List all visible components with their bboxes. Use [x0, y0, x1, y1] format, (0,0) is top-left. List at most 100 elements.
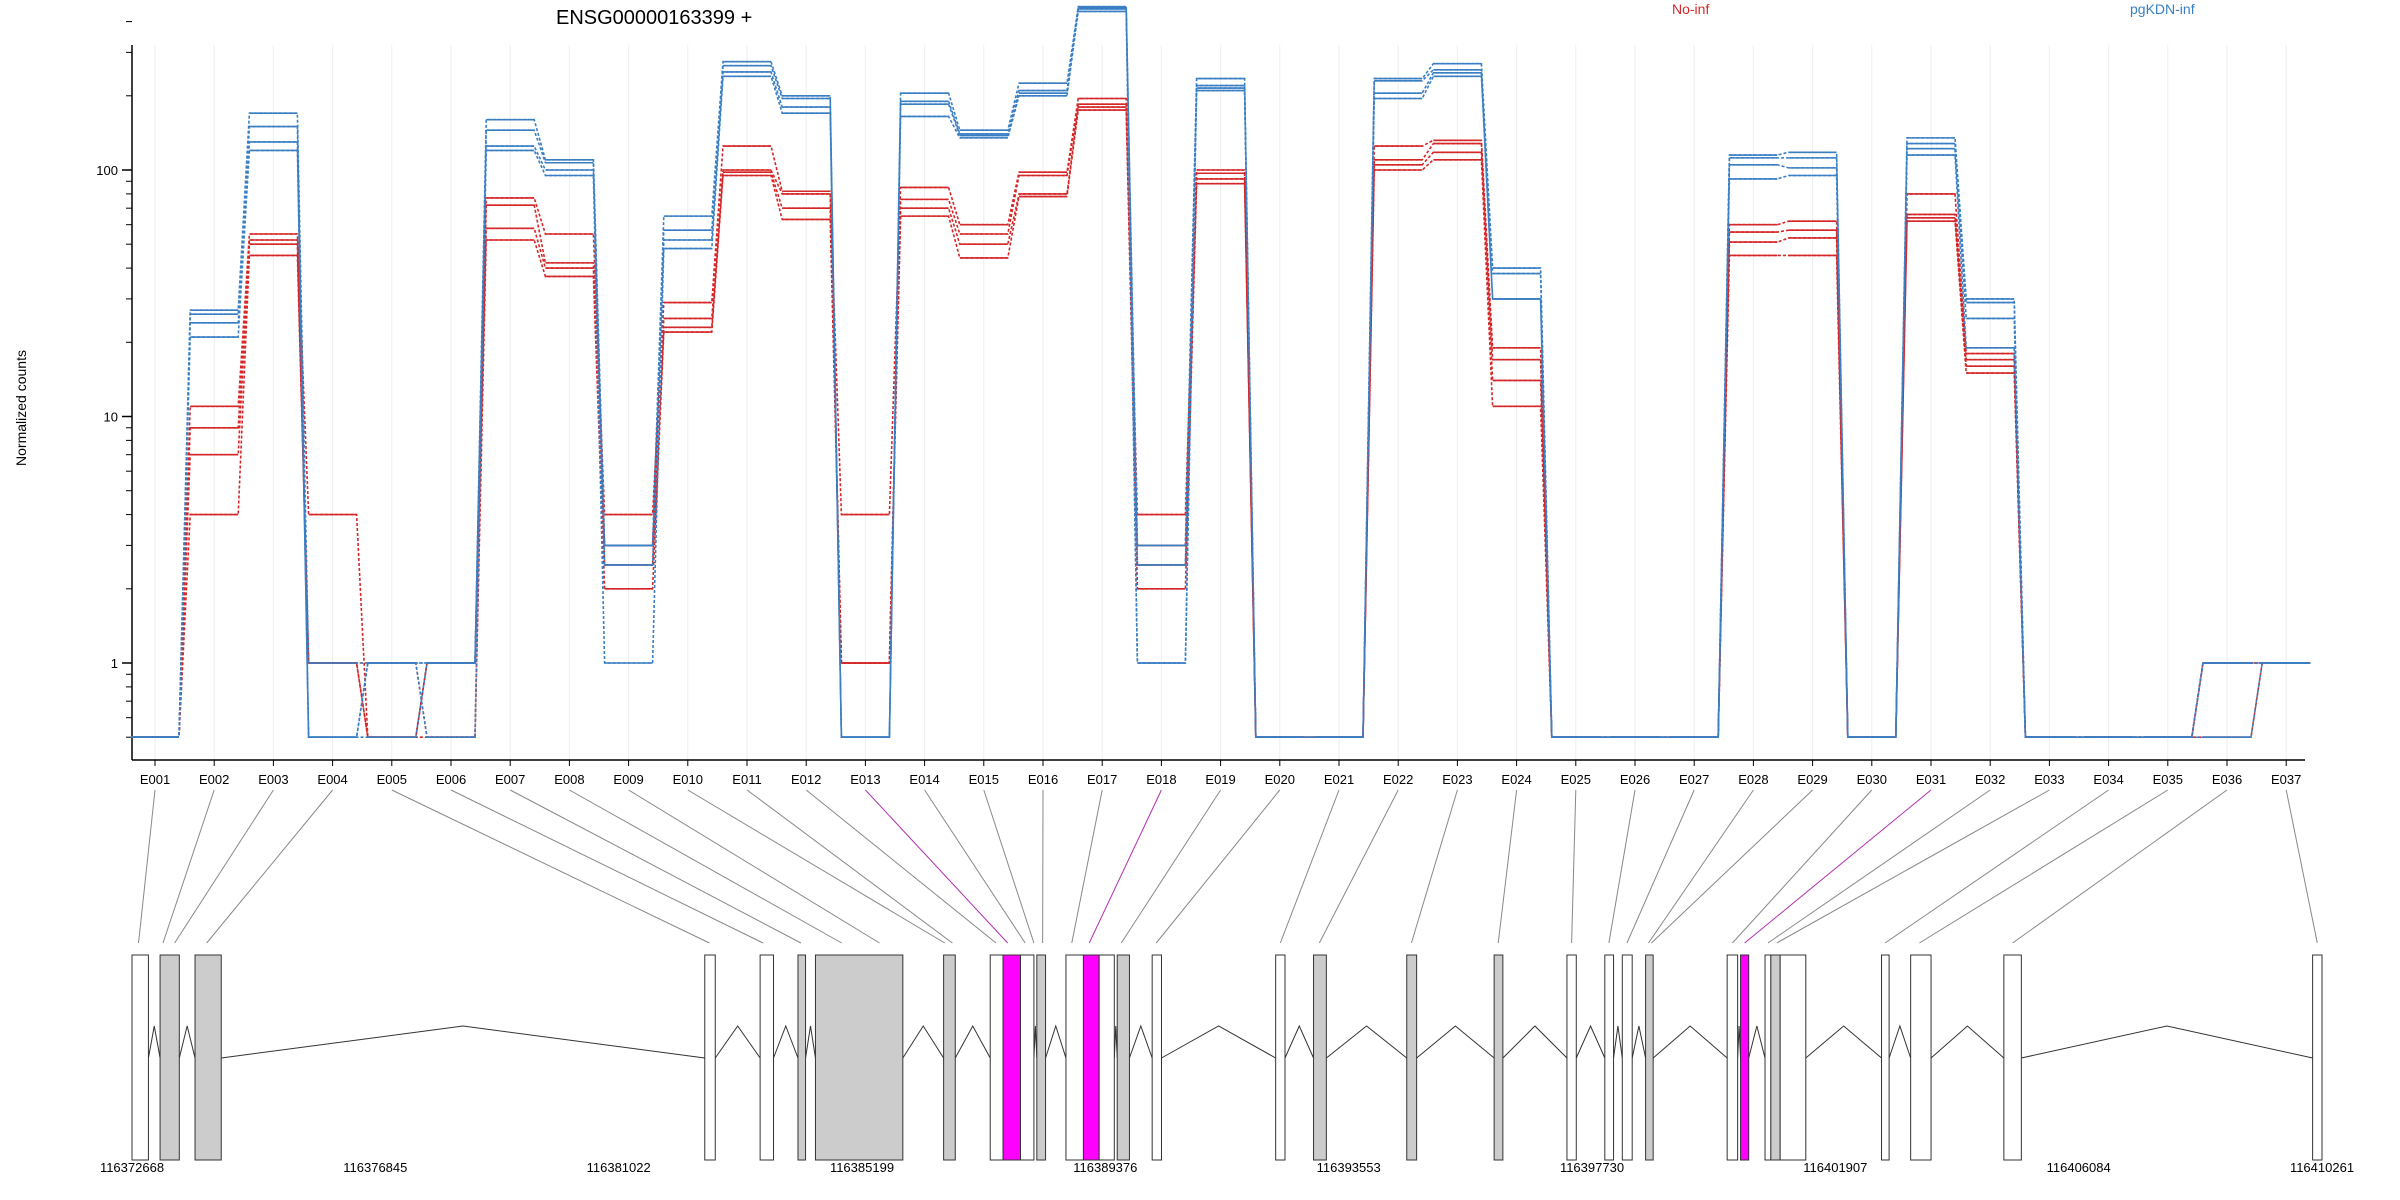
connector-e002 — [162, 789, 215, 944]
connector-e030 — [1732, 789, 1873, 944]
exon-box — [1098, 954, 1115, 1161]
exon-box — [1406, 954, 1418, 1161]
exon-box — [943, 954, 956, 1161]
intron — [1930, 1025, 2005, 1059]
genomic-coordinate-label: 116385199 — [830, 1160, 894, 1175]
x-tick-label-e017: E017 — [1087, 772, 1117, 787]
intron — [805, 1025, 816, 1059]
axes — [131, 45, 2305, 761]
genomic-coordinate-label: 116381022 — [587, 1160, 651, 1175]
exon-box — [1604, 954, 1615, 1161]
x-tick-label-e002: E002 — [199, 772, 229, 787]
intron — [221, 1025, 705, 1059]
y-tick-label: 10 — [104, 410, 118, 425]
connector-e019 — [1120, 789, 1222, 944]
x-tick-label-e016: E016 — [1028, 772, 1058, 787]
connector-e036 — [2012, 789, 2228, 944]
x-tick-label-e027: E027 — [1679, 772, 1709, 787]
exon-box — [1740, 954, 1750, 1161]
connector-e031 — [1744, 789, 1932, 944]
x-tick-label-e024: E024 — [1501, 772, 1531, 787]
x-tick-label-e018: E018 — [1146, 772, 1176, 787]
exon-box — [1002, 954, 1022, 1161]
legend-no-inf: No-inf — [1672, 1, 1709, 17]
exon-box — [1621, 954, 1633, 1161]
x-tick-label-e007: E007 — [495, 772, 525, 787]
x-tick-label-e029: E029 — [1797, 772, 1827, 787]
connector-e014 — [924, 789, 1026, 944]
exon-box — [1770, 954, 1781, 1161]
intron — [1652, 1025, 1728, 1059]
connector-e005 — [391, 789, 710, 944]
x-tick-label-e031: E031 — [1916, 772, 1946, 787]
x-tick-label-e020: E020 — [1265, 772, 1295, 787]
x-tick-label-e022: E022 — [1383, 772, 1413, 787]
x-tick-label-e003: E003 — [258, 772, 288, 787]
exon-box — [704, 954, 716, 1161]
intron — [1045, 1024, 1067, 1059]
connector-e015 — [983, 789, 1035, 944]
x-tick-label-e012: E012 — [791, 772, 821, 787]
x-tick-label-e030: E030 — [1857, 772, 1887, 787]
intron — [1502, 1025, 1568, 1059]
x-tick-label-e025: E025 — [1561, 772, 1591, 787]
exon-box — [797, 954, 807, 1161]
exon-box — [1726, 954, 1739, 1161]
intron — [1888, 1024, 1912, 1059]
connector-e001 — [138, 789, 156, 944]
exon-box — [194, 954, 222, 1161]
exon-box — [159, 954, 180, 1161]
connector-e024 — [1497, 789, 1518, 944]
exon-box — [814, 954, 904, 1161]
genomic-coordinate-label: 116397730 — [1560, 1160, 1624, 1175]
genomic-coordinate-label: 116406084 — [2047, 1160, 2111, 1175]
exon-connector-lines — [138, 789, 2318, 944]
x-tick-label-e034: E034 — [2093, 772, 2123, 787]
x-tick-label-e032: E032 — [1975, 772, 2005, 787]
x-tick-label-e026: E026 — [1620, 772, 1650, 787]
x-tick-label-e008: E008 — [554, 772, 584, 787]
genomic-coordinate-label: 116410261 — [2290, 1160, 2354, 1175]
exon-box — [1275, 954, 1286, 1161]
connector-e012 — [805, 789, 997, 944]
series-pgkdn-inf-8 — [131, 10, 2311, 739]
connector-e003 — [174, 789, 274, 944]
intron — [1613, 1025, 1623, 1059]
connector-e029 — [1651, 789, 1813, 944]
exon-box — [2312, 954, 2323, 1161]
x-tick-label-e028: E028 — [1738, 772, 1768, 787]
x-tick-label-e023: E023 — [1442, 772, 1472, 787]
exon-box — [989, 954, 1004, 1161]
intron — [1748, 1025, 1766, 1059]
connector-e037 — [2285, 789, 2318, 944]
exon-box — [1151, 954, 1162, 1161]
intron — [1805, 1025, 1882, 1059]
connector-e004 — [206, 789, 333, 944]
x-tick-label-e015: E015 — [969, 772, 999, 787]
y-axis-label: Normalized counts — [13, 350, 29, 466]
exon-box — [1116, 954, 1130, 1161]
connector-e027 — [1626, 789, 1695, 944]
exon-gridlines — [154, 45, 2287, 760]
exon-box — [1645, 954, 1654, 1161]
x-tick-label-e013: E013 — [850, 772, 880, 787]
x-tick-label-e021: E021 — [1324, 772, 1354, 787]
connector-e020 — [1155, 789, 1281, 944]
x-tick-labels: E001 E002 E003 E004 E005 E006 E007 E008 E009 E010… — [140, 760, 2301, 787]
x-tick-label-e009: E009 — [613, 772, 643, 787]
intron — [178, 1025, 196, 1059]
genomic-coordinate-label: 116372668 — [100, 1160, 164, 1175]
x-tick-label-e011: E011 — [732, 772, 761, 787]
connector-e034 — [1884, 789, 2109, 944]
intron — [1161, 1025, 1276, 1059]
intron — [1326, 1025, 1408, 1059]
genomic-coordinate-label: 116389376 — [1073, 1160, 1137, 1175]
x-tick-label-e014: E014 — [909, 772, 939, 787]
genomic-coordinate-label: 116376845 — [343, 1160, 407, 1175]
intron — [1575, 1024, 1606, 1059]
connector-e028 — [1648, 789, 1754, 944]
exon-box — [759, 954, 775, 1161]
connector-e032 — [1767, 789, 1991, 944]
y-ticks: 1 10 100 — [96, 21, 132, 738]
